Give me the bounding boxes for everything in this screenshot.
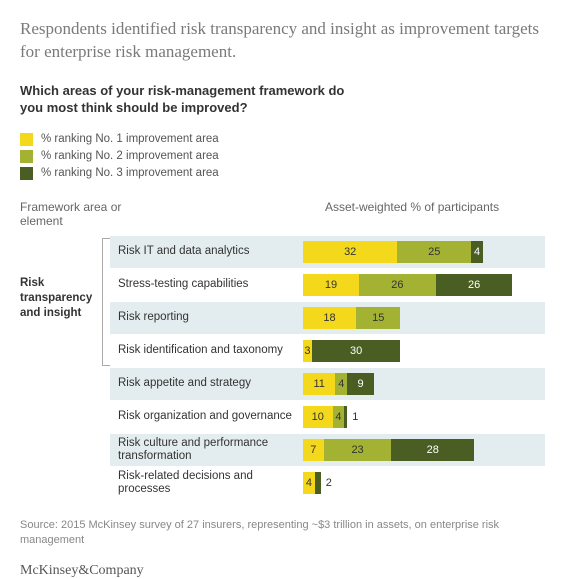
- row-label: Risk organization and governance: [118, 410, 303, 423]
- bar-container: 330: [303, 340, 539, 362]
- row-label: Risk-related decisions and processes: [118, 470, 303, 496]
- bar-container: 42: [303, 472, 539, 494]
- row-label: Risk identification and taxonomy: [118, 344, 303, 357]
- bar-segment-rank1: 10: [303, 406, 333, 428]
- group-label-column: Risk transparency and insight: [20, 236, 110, 500]
- group-label: Risk transparency and insight: [20, 277, 92, 319]
- table-row: Risk appetite and strategy1149: [110, 368, 545, 400]
- chart-title: Respondents identified risk transparency…: [20, 18, 545, 64]
- table-row: Stress-testing capabilities192626: [110, 269, 545, 301]
- table-row: Risk-related decisions and processes42: [110, 467, 545, 499]
- bar-segment-rank2: 26: [359, 274, 436, 296]
- legend-item: % ranking No. 1 improvement area: [20, 133, 545, 146]
- bar-segment-rank3: 4: [471, 241, 483, 263]
- column-headers: Framework area or element Asset-weighted…: [20, 200, 545, 228]
- bar-container: 1149: [303, 373, 539, 395]
- stacked-bar: 72328: [303, 439, 539, 461]
- bar-chart: Risk transparency and insight Risk IT an…: [20, 236, 545, 500]
- bar-segment-rank3: 28: [391, 439, 474, 461]
- bar-container: 192626: [303, 274, 539, 296]
- legend-label: % ranking No. 3 improvement area: [41, 167, 219, 179]
- bar-segment-rank1: 19: [303, 274, 359, 296]
- table-row: Risk organization and governance1041: [110, 401, 545, 433]
- legend-swatch: [20, 133, 33, 146]
- bar-segment-rank3: 30: [312, 340, 401, 362]
- row-label: Risk appetite and strategy: [118, 377, 303, 390]
- legend-item: % ranking No. 2 improvement area: [20, 150, 545, 163]
- header-right: Asset-weighted % of participants: [310, 200, 545, 228]
- stacked-bar: 1815: [303, 307, 539, 329]
- legend-item: % ranking No. 3 improvement area: [20, 167, 545, 180]
- bar-segment-rank1: 4: [303, 472, 315, 494]
- row-label: Stress-testing capabilities: [118, 278, 303, 291]
- stacked-bar: 32254: [303, 241, 539, 263]
- stacked-bar: 330: [303, 340, 539, 362]
- bar-segment-rank2: 25: [397, 241, 471, 263]
- header-left: Framework area or element: [20, 200, 135, 228]
- bar-segment-rank3: [344, 406, 347, 428]
- bar-segment-rank1: 32: [303, 241, 397, 263]
- bar-segment-rank1: 18: [303, 307, 356, 329]
- bar-segment-rank1: 3: [303, 340, 312, 362]
- bar-segment-rank3: 26: [436, 274, 513, 296]
- bar-segment-rank3: [315, 472, 321, 494]
- bar-container: 72328: [303, 439, 539, 461]
- bar-segment-rank2: 23: [324, 439, 392, 461]
- source-note: Source: 2015 McKinsey survey of 27 insur…: [20, 518, 545, 549]
- bar-segment-rank1: 11: [303, 373, 335, 395]
- bar-segment-rank2: 4: [333, 406, 345, 428]
- legend-swatch: [20, 150, 33, 163]
- row-label: Risk reporting: [118, 311, 303, 324]
- table-row: Risk identification and taxonomy330: [110, 335, 545, 367]
- bar-external-label: 1: [352, 411, 358, 423]
- chart-rows: Risk IT and data analytics32254Stress-te…: [110, 236, 545, 500]
- bar-segment-rank3: 9: [347, 373, 374, 395]
- group-bracket: [102, 238, 110, 366]
- bar-external-label: 2: [326, 477, 332, 489]
- bar-segment-rank2: 15: [356, 307, 400, 329]
- legend: % ranking No. 1 improvement area % rankin…: [20, 133, 545, 180]
- stacked-bar: 1149: [303, 373, 539, 395]
- brand-mark: McKinsey&Company: [20, 563, 545, 579]
- legend-label: % ranking No. 1 improvement area: [41, 133, 219, 145]
- table-row: Risk culture and performance transformat…: [110, 434, 545, 466]
- bar-segment-rank2: 4: [335, 373, 347, 395]
- bar-container: 1041: [303, 406, 539, 428]
- stacked-bar: 192626: [303, 274, 539, 296]
- stacked-bar: 42: [303, 472, 539, 494]
- row-label: Risk IT and data analytics: [118, 245, 303, 258]
- stacked-bar: 1041: [303, 406, 539, 428]
- bar-segment-rank1: 7: [303, 439, 324, 461]
- bar-container: 1815: [303, 307, 539, 329]
- bar-container: 32254: [303, 241, 539, 263]
- legend-label: % ranking No. 2 improvement area: [41, 150, 219, 162]
- row-label: Risk culture and performance transformat…: [118, 437, 303, 463]
- table-row: Risk IT and data analytics32254: [110, 236, 545, 268]
- chart-question: Which areas of your risk-management fram…: [20, 82, 360, 117]
- legend-swatch: [20, 167, 33, 180]
- table-row: Risk reporting1815: [110, 302, 545, 334]
